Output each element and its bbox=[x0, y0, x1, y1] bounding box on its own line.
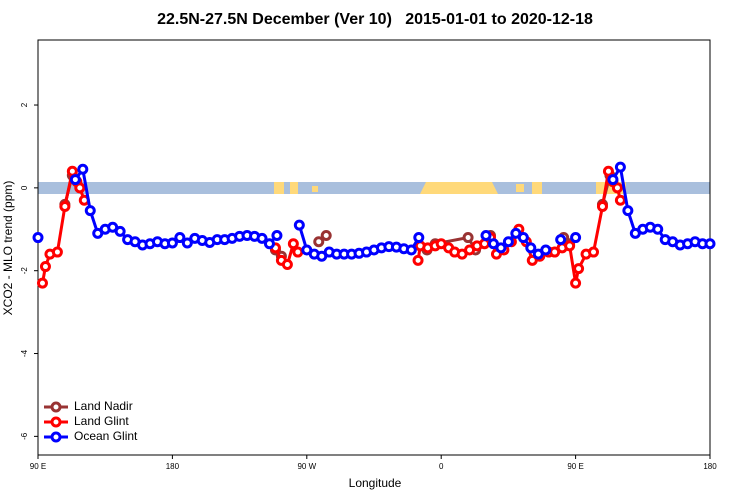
x-tick-label: 90 E bbox=[567, 462, 583, 471]
data-point bbox=[405, 244, 417, 256]
data-point bbox=[495, 242, 507, 254]
data-point bbox=[614, 161, 626, 173]
legend-label: Ocean Glint bbox=[74, 429, 138, 443]
data-point bbox=[573, 263, 585, 275]
data-point bbox=[256, 232, 268, 244]
data-point bbox=[502, 236, 514, 248]
data-point bbox=[77, 163, 89, 175]
x-tick-label: 90 W bbox=[297, 462, 316, 471]
data-point bbox=[525, 242, 537, 254]
data-point bbox=[84, 205, 96, 217]
legend-label: Land Nadir bbox=[74, 399, 133, 413]
data-point bbox=[704, 238, 716, 250]
legend-marker bbox=[50, 431, 62, 443]
y-tick-label: 2 bbox=[20, 102, 29, 107]
data-point bbox=[36, 277, 48, 289]
data-point bbox=[564, 240, 576, 252]
x-tick-label: 180 bbox=[703, 462, 717, 471]
data-point bbox=[570, 232, 582, 244]
y-tick-label: -6 bbox=[20, 432, 29, 440]
data-point bbox=[281, 258, 293, 270]
data-point bbox=[462, 232, 474, 244]
data-point bbox=[596, 200, 608, 212]
x-tick-label: 180 bbox=[166, 462, 180, 471]
data-point bbox=[174, 232, 186, 244]
data-point bbox=[69, 174, 81, 186]
data-point bbox=[293, 219, 305, 231]
data-point bbox=[292, 246, 304, 258]
data-point bbox=[540, 244, 552, 256]
y-tick-label: -2 bbox=[20, 267, 29, 275]
data-point bbox=[313, 236, 325, 248]
data-point bbox=[320, 229, 332, 241]
data-point bbox=[611, 182, 623, 194]
legend-marker bbox=[50, 416, 62, 428]
data-point bbox=[166, 237, 178, 249]
x-axis-label: Longitude bbox=[349, 476, 402, 490]
y-axis-label: XCO2 - MLO trend (ppm) bbox=[1, 181, 15, 316]
data-point bbox=[263, 238, 275, 250]
map-stripe bbox=[38, 182, 710, 194]
data-point bbox=[480, 229, 492, 241]
data-point bbox=[59, 200, 71, 212]
x-tick-label: 90 E bbox=[30, 462, 46, 471]
y-tick-label: 0 bbox=[20, 185, 29, 190]
data-point bbox=[51, 246, 63, 258]
data-point bbox=[570, 277, 582, 289]
legend-marker bbox=[50, 401, 62, 413]
data-point bbox=[32, 232, 44, 244]
data-point bbox=[413, 232, 425, 244]
chart-title: 22.5N-27.5N December (Ver 10) 2015-01-01… bbox=[157, 11, 593, 28]
data-point bbox=[271, 229, 283, 241]
data-point bbox=[181, 237, 193, 249]
data-point bbox=[614, 194, 626, 206]
data-point bbox=[555, 234, 567, 246]
data-point bbox=[39, 261, 51, 273]
data-point bbox=[652, 223, 664, 235]
data-point bbox=[588, 246, 600, 258]
data-point bbox=[602, 165, 614, 177]
data-point bbox=[517, 232, 529, 244]
data-point bbox=[74, 182, 86, 194]
data-point bbox=[607, 174, 619, 186]
data-point bbox=[287, 238, 299, 250]
data-point bbox=[114, 225, 126, 237]
data-point bbox=[412, 254, 424, 266]
data-point bbox=[622, 205, 634, 217]
x-tick-label: 0 bbox=[439, 462, 444, 471]
y-tick-label: -4 bbox=[20, 349, 29, 357]
legend-label: Land Glint bbox=[74, 414, 129, 428]
